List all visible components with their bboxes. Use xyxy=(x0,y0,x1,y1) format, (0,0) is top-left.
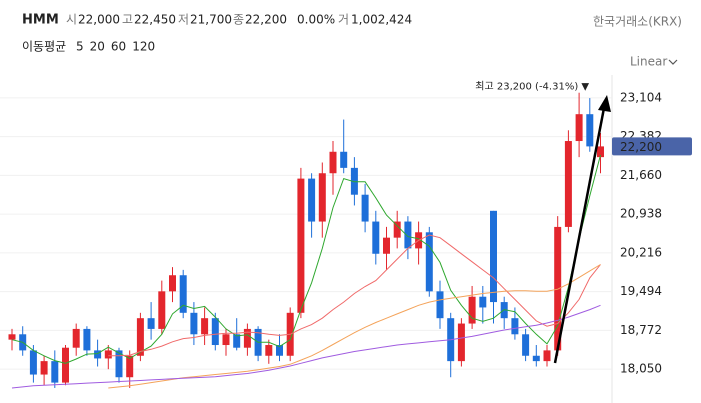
candle-body xyxy=(179,275,187,313)
candle-body xyxy=(276,345,283,356)
candle-body xyxy=(457,323,465,362)
candle-body xyxy=(40,361,48,375)
candle-body xyxy=(468,296,476,324)
high-annotation: 최고 23,200 (-4.31%) ▼ xyxy=(475,81,589,93)
y-tick-label: 21,660 xyxy=(620,168,662,182)
field-label: 종 xyxy=(233,13,244,27)
y-tick-label: 19,494 xyxy=(620,284,662,298)
candle-body xyxy=(62,347,69,383)
exchange: 한국거래소(KRX) xyxy=(593,15,682,29)
candle-body xyxy=(94,350,102,359)
candle-body xyxy=(72,328,80,348)
y-tick-label: 18,050 xyxy=(620,362,662,376)
candle-body xyxy=(51,361,59,383)
candle-body xyxy=(83,328,91,351)
field-label: 저 xyxy=(178,13,189,27)
candle-body xyxy=(265,345,273,356)
y-tick-label: 18,772 xyxy=(620,323,662,337)
candle-body xyxy=(479,296,487,308)
ma-line xyxy=(108,264,601,389)
candle-body xyxy=(329,151,337,174)
chevron[interactable] xyxy=(668,59,678,65)
candle-body xyxy=(372,221,380,254)
field-value: 22,450 xyxy=(134,13,176,27)
candle-body xyxy=(586,114,594,147)
candle-body xyxy=(233,334,241,348)
field-label: 시 xyxy=(66,13,77,27)
candle-body xyxy=(158,291,166,329)
candle-body xyxy=(8,334,16,340)
candle-body xyxy=(147,318,155,329)
field-value: 22,200 xyxy=(245,13,287,27)
candle-body xyxy=(104,350,112,359)
scale-toggle[interactable]: Linear xyxy=(630,55,667,69)
candle-body xyxy=(201,318,209,335)
arrow-head xyxy=(598,95,611,112)
candle-body xyxy=(126,355,134,378)
candle-body xyxy=(136,318,144,356)
candle-body xyxy=(383,237,390,254)
candle-body xyxy=(115,350,123,378)
candle-body xyxy=(575,114,583,142)
candle-body xyxy=(543,350,551,362)
field-label: 거 xyxy=(338,13,349,27)
price-tag xyxy=(612,137,692,156)
trend-arrow xyxy=(553,107,606,364)
candle-body xyxy=(308,178,316,222)
candle-body xyxy=(340,151,348,168)
candle-body xyxy=(425,232,433,292)
candle-body xyxy=(532,355,540,362)
legend-entry: 60 xyxy=(111,40,126,54)
candle-body xyxy=(597,146,604,158)
legend-entry: 20 xyxy=(90,40,105,54)
y-tick-label: 20,938 xyxy=(620,207,662,221)
ma-line xyxy=(108,234,601,357)
ma-line xyxy=(11,154,601,364)
candle-body xyxy=(511,318,519,335)
candle-body xyxy=(222,334,230,346)
y-tick-label: 23,104 xyxy=(620,90,662,104)
legend-entry: 5 xyxy=(76,40,84,54)
candle-body xyxy=(169,275,176,292)
candle-body xyxy=(318,173,326,222)
legend-entry: 120 xyxy=(132,40,155,54)
stock-name: HMM xyxy=(22,13,59,28)
ma-label: 이동평균 xyxy=(22,40,66,54)
candle-body xyxy=(522,334,530,356)
y-tick-label: 20,216 xyxy=(620,245,662,259)
change: 0.00% xyxy=(297,13,335,27)
candle-body xyxy=(190,312,198,335)
candle-body xyxy=(404,221,412,249)
field-label: 고 xyxy=(122,13,133,27)
candle-body xyxy=(211,318,219,346)
candle-body xyxy=(490,210,497,303)
candle-body xyxy=(564,141,572,227)
price-tag-label: 22,200 xyxy=(620,140,662,154)
ma-line xyxy=(11,304,601,389)
candle-body xyxy=(243,328,251,348)
candle-body xyxy=(361,194,369,222)
candle-body xyxy=(297,178,305,313)
field-value: 21,700 xyxy=(190,13,232,27)
volume: 1,002,424 xyxy=(351,13,412,27)
candle-body xyxy=(29,350,37,375)
candle-body xyxy=(393,221,401,238)
field-value: 22,000 xyxy=(78,13,120,27)
candle-body xyxy=(436,291,444,319)
